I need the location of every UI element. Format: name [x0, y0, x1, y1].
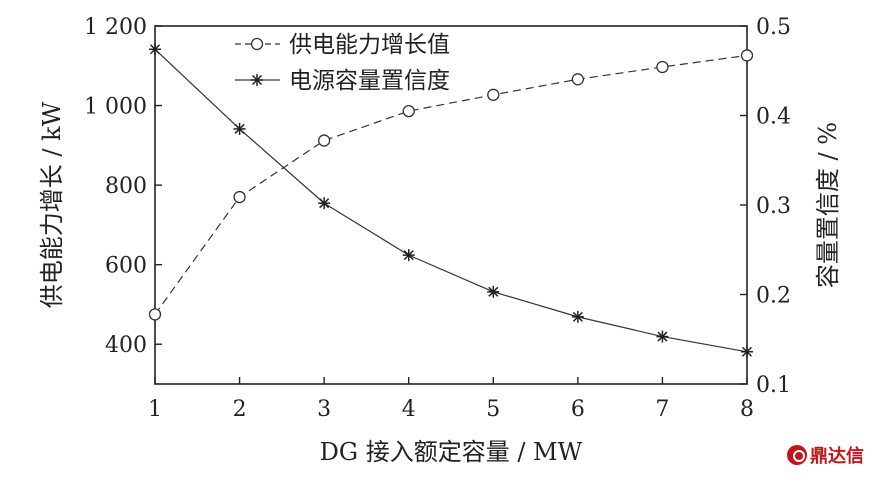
- asterisk-marker: [233, 122, 246, 135]
- x-tick-label: 6: [571, 397, 585, 422]
- circle-marker: [656, 60, 669, 74]
- y-left-tick-label: 600: [105, 254, 147, 279]
- series-layer: [148, 43, 754, 358]
- series-2: [149, 43, 753, 358]
- x-tick-label: 3: [317, 397, 331, 422]
- legend-label: 电源容量置信度: [289, 68, 450, 94]
- circle-marker: [317, 134, 331, 147]
- asterisk-marker: [318, 197, 331, 210]
- asterisk-marker: [487, 285, 500, 298]
- series-1: [148, 49, 754, 321]
- x-tick-label: 5: [486, 397, 500, 422]
- x-axis-title: DG 接入额定容量 / MW: [320, 438, 583, 466]
- asterisk-marker: [149, 43, 161, 56]
- circle-marker: [571, 73, 585, 86]
- series-line: [154, 54, 748, 315]
- circle-marker: [487, 88, 500, 101]
- x-tick-label: 4: [402, 397, 416, 422]
- watermark-text: 鼎达信: [810, 446, 864, 467]
- series-line: [154, 48, 748, 353]
- legend-label: 供电能力增长值: [289, 32, 450, 58]
- circle-marker: [740, 49, 754, 62]
- y-left-tick-label: 1 000: [84, 95, 147, 120]
- axes: 1 2 3 4 5 6 7 8 400 600 800 1 000 1 200 0.1 0.2 0.3 0.4 0…: [84, 15, 791, 422]
- y-right-tick-label: 0.1: [756, 373, 791, 398]
- asterisk-marker: [571, 310, 584, 323]
- x-tick-label: 7: [655, 397, 669, 422]
- y-left-tick-label: 400: [105, 333, 147, 358]
- y-right-tick-label: 0.4: [756, 105, 791, 130]
- y-left-tick-label: 1 200: [84, 15, 147, 40]
- y-axis-right-title: 容量置信度 / %: [814, 122, 842, 288]
- y-right-tick-label: 0.3: [756, 194, 791, 219]
- circle-marker: [148, 308, 162, 321]
- legend-entry: 电源容量置信度: [235, 68, 450, 94]
- y-right-tick-label: 0.5: [756, 15, 791, 40]
- y-left-tick-label: 800: [105, 174, 147, 199]
- legend-entry: 供电能力增长值: [235, 32, 450, 58]
- asterisk-marker: [402, 249, 415, 262]
- y-right-tick-label: 0.2: [756, 284, 791, 309]
- logo-icon: [787, 445, 807, 465]
- circle-marker: [402, 104, 415, 118]
- asterisk-marker: [251, 74, 263, 86]
- circle-marker: [233, 190, 246, 204]
- x-tick-label: 2: [233, 397, 247, 422]
- x-tick-label: 1: [148, 397, 162, 422]
- watermark-logo: 鼎达信: [787, 442, 864, 468]
- asterisk-marker: [656, 330, 669, 343]
- asterisk-marker: [741, 345, 753, 358]
- x-tick-label: 8: [740, 397, 754, 422]
- y-axis-left-title: 供电能力增长 / kW: [38, 101, 66, 308]
- circle-marker: [250, 37, 264, 51]
